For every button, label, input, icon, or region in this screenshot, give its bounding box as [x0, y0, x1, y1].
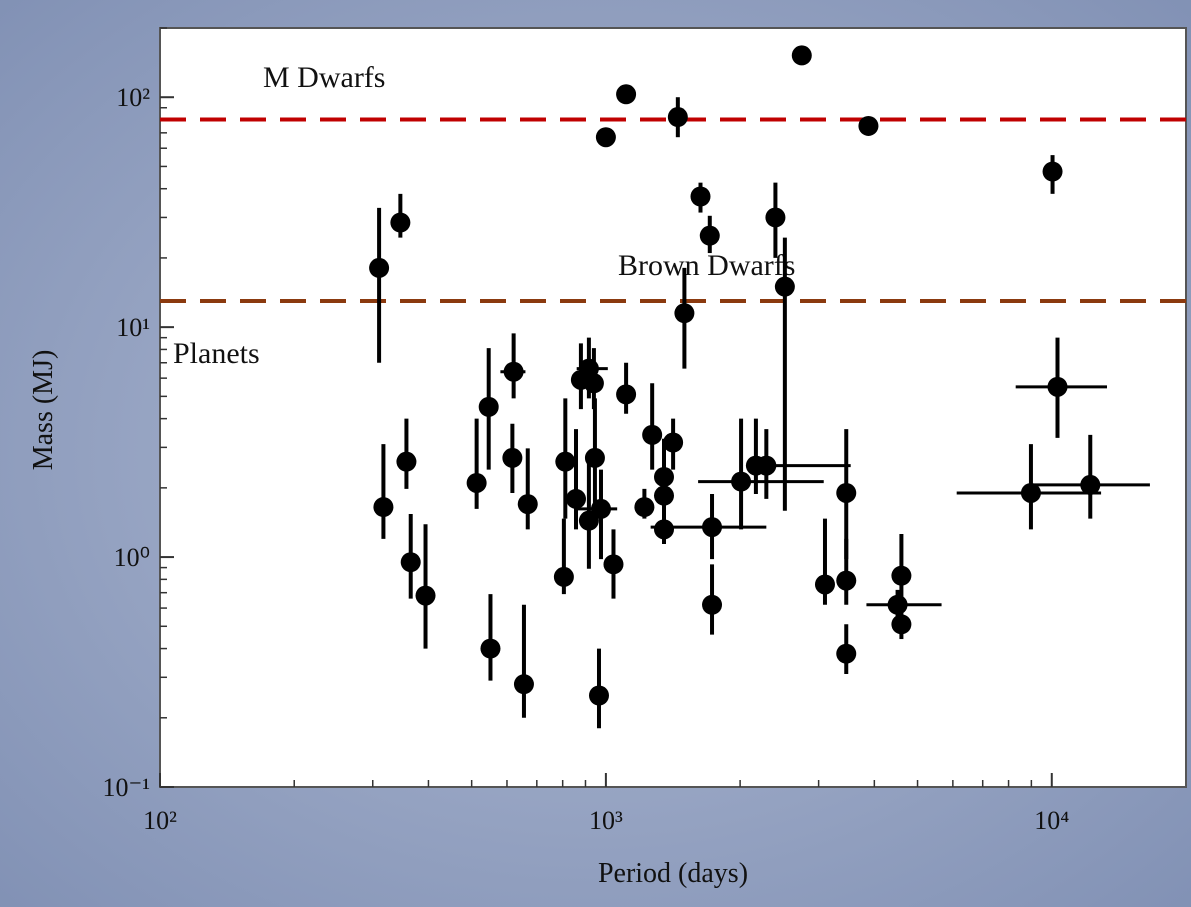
- data-point: [699, 225, 720, 246]
- data-point: [415, 585, 436, 606]
- data-point: [858, 115, 879, 136]
- x-tick-label: 10²: [143, 806, 177, 835]
- data-point: [667, 107, 688, 128]
- data-point: [466, 472, 487, 493]
- data-point: [836, 643, 857, 664]
- data-point: [887, 594, 908, 615]
- data-point: [791, 45, 812, 66]
- data-point: [513, 674, 534, 695]
- y-tick-label: 10²: [116, 83, 150, 112]
- data-point: [502, 447, 523, 468]
- data-point: [566, 488, 587, 509]
- data-point: [663, 432, 684, 453]
- x-axis-label: Period (days): [598, 858, 748, 889]
- data-point: [634, 497, 655, 518]
- data-point: [702, 594, 723, 615]
- data-point: [756, 455, 777, 476]
- data-point: [654, 485, 675, 506]
- data-point: [642, 424, 663, 445]
- data-point: [765, 207, 786, 228]
- data-point: [774, 276, 795, 297]
- y-axis-label: Mass (MJ): [28, 350, 59, 471]
- data-point: [603, 554, 624, 575]
- x-tick-label: 10⁴: [1034, 806, 1069, 835]
- x-tick-label: 10³: [589, 806, 623, 835]
- data-point: [836, 570, 857, 591]
- data-point: [1042, 161, 1063, 182]
- data-point: [369, 257, 390, 278]
- data-point: [1047, 376, 1068, 397]
- data-point: [674, 303, 695, 324]
- data-point: [553, 566, 574, 587]
- data-point: [396, 451, 417, 472]
- plot-area: [159, 27, 1187, 788]
- data-point: [390, 212, 411, 233]
- annotation: Planets: [173, 337, 260, 370]
- data-point: [555, 451, 576, 472]
- data-point: [480, 638, 501, 659]
- data-point: [814, 574, 835, 595]
- data-point: [517, 494, 538, 515]
- data-point: [654, 466, 675, 487]
- data-point: [400, 552, 421, 573]
- data-point: [478, 396, 499, 417]
- data-point: [373, 497, 394, 518]
- data-point: [503, 361, 524, 382]
- data-point: [702, 517, 723, 538]
- y-tick-label: 10¹: [116, 313, 150, 342]
- data-point: [690, 186, 711, 207]
- annotation: M Dwarfs: [263, 61, 385, 94]
- data-point: [595, 127, 616, 148]
- annotation: Brown Dwarfs: [618, 249, 795, 282]
- data-point: [836, 482, 857, 503]
- data-point: [584, 447, 605, 468]
- data-point: [891, 614, 912, 635]
- y-tick-label: 10⁻¹: [102, 773, 150, 802]
- data-point: [731, 471, 752, 492]
- data-point: [891, 565, 912, 586]
- y-tick-label: 10⁰: [114, 543, 150, 572]
- data-point: [616, 84, 637, 105]
- data-point: [1080, 474, 1101, 495]
- data-point: [616, 384, 637, 405]
- data-point: [583, 373, 604, 394]
- data-point: [588, 685, 609, 706]
- data-point: [1020, 482, 1041, 503]
- data-point: [590, 498, 611, 519]
- data-point: [654, 519, 675, 540]
